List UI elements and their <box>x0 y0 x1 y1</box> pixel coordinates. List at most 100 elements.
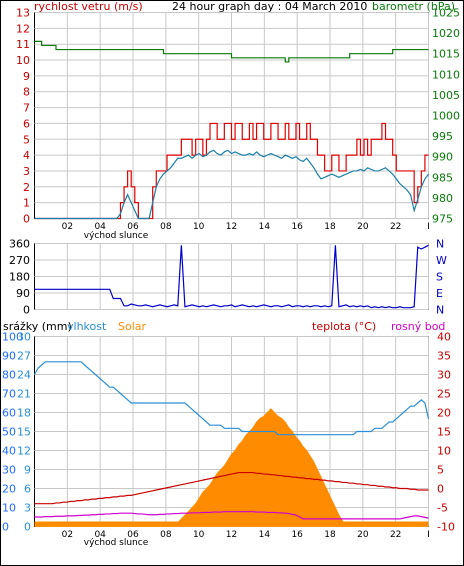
panel-wind-series <box>34 40 429 220</box>
solar-axis-label: Solar <box>118 320 147 333</box>
wind-speed-tick-label: 8 <box>23 86 30 99</box>
rain-tick-label: 70 <box>2 388 16 401</box>
wind-gust-line <box>34 122 429 220</box>
rain-tick-label: 50 <box>2 426 16 439</box>
sunrise-label-bottom: východ slunce <box>84 538 149 548</box>
temperature-tick-label: 40 <box>437 331 451 344</box>
compass-direction-label: E <box>436 287 443 300</box>
barometer-tick-label: 985 <box>432 171 453 184</box>
rain-tick-label: 0 <box>2 521 9 534</box>
barometer-tick-label: 980 <box>432 192 453 205</box>
humidity-tick-label: 3 <box>24 502 31 515</box>
barometer-ticks: 975 980 985 990 995 1000 1005 1010 1015 1020 1025 <box>432 7 460 226</box>
wind-average-line <box>34 149 429 220</box>
x-tick-label: 02 <box>62 222 73 232</box>
x-tick-label: 10 <box>193 530 205 540</box>
x-tick-label: 16 <box>291 222 303 232</box>
x-tick-label: 02 <box>62 530 73 540</box>
x-tick-label: 06 <box>127 222 139 232</box>
wind-speed-tick-label: 6 <box>23 117 30 130</box>
rain-tick-label: 80 <box>2 369 16 382</box>
humidity-axis-label: vlhkost <box>67 320 107 333</box>
x-tick-label: 22 <box>390 222 401 232</box>
direction-degree-label: 360 <box>9 238 30 251</box>
humidity-tick-label: 15 <box>17 426 31 439</box>
temperature-tick-label: 35 <box>437 350 451 363</box>
rain-tick-label: 20 <box>2 483 16 496</box>
compass-direction-label: N <box>436 304 444 317</box>
barometer-tick-label: 1005 <box>432 89 460 102</box>
rain-tick-label: 100 <box>2 331 23 344</box>
x-tick-label: 08 <box>160 530 172 540</box>
wind-speed-tick-label: 2 <box>23 181 30 194</box>
barometer-tick-label: 1000 <box>432 110 460 123</box>
x-tick-label: 22 <box>390 530 401 540</box>
x-tick-label: 18 <box>324 222 336 232</box>
wind-speed-tick-label: 10 <box>16 54 30 67</box>
barometer-tick-label: 990 <box>432 151 453 164</box>
barometer-tick-label: 975 <box>432 213 453 226</box>
temperature-tick-label: 15 <box>437 426 451 439</box>
x-tick-label: 20 <box>357 222 369 232</box>
x-tick-label: I <box>427 530 430 540</box>
wind-speed-tick-label: 1 <box>23 197 30 210</box>
x-tick-label: 06 <box>127 530 139 540</box>
humidity-tick-label: 30 <box>17 331 31 344</box>
wind-speed-tick-label: 4 <box>23 149 30 162</box>
rain-tick-label: 10 <box>2 502 16 515</box>
rain-tick-label: 60 <box>2 407 16 420</box>
barometer-tick-label: 1015 <box>432 48 460 61</box>
temperature-tick-label: -5 <box>437 502 448 515</box>
solar-baseline-band <box>34 521 429 527</box>
humidity-tick-label: 6 <box>24 483 31 496</box>
temperature-ticks: -10 -5 0 5 10 15 20 25 30 35 40 <box>437 331 455 534</box>
x-tick-label: I <box>427 222 430 232</box>
wind-speed-tick-label: 5 <box>23 133 30 146</box>
x-tick-label: 12 <box>226 530 237 540</box>
direction-degree-label: 270 <box>9 254 30 267</box>
direction-degree-label: 90 <box>16 287 30 300</box>
dew-point-line <box>34 511 429 520</box>
panel-wind-x-ticks: 02 04 06 08 10 12 14 16 18 20 22 I <box>62 222 430 232</box>
barometer-tick-label: 995 <box>432 130 453 143</box>
x-tick-label: 14 <box>259 222 271 232</box>
rain-tick-label: 30 <box>2 464 16 477</box>
humidity-tick-label: 21 <box>17 388 31 401</box>
sunrise-label-top: východ slunce <box>84 231 149 241</box>
humidity-tick-label: 0 <box>24 521 31 534</box>
panel-temp-x-ticks: 02 04 06 08 10 12 14 16 18 20 22 I <box>62 530 430 540</box>
humidity-tick-label: 18 <box>17 407 31 420</box>
x-tick-label: 14 <box>259 530 271 540</box>
wind-speed-tick-label: 9 <box>23 70 30 83</box>
barometer-tick-label: 1010 <box>432 68 460 81</box>
wind-direction-line <box>34 244 429 309</box>
humidity-tick-label: 9 <box>24 464 31 477</box>
rain-axis-label: srážky (mm) <box>3 320 72 333</box>
temperature-tick-label: -10 <box>437 521 455 534</box>
x-tick-label: 04 <box>94 530 106 540</box>
wind-speed-tick-label: 13 <box>16 7 30 20</box>
rain-tick-label: 40 <box>2 445 16 458</box>
temperature-tick-label: 25 <box>437 388 451 401</box>
humidity-tick-label: 12 <box>17 445 31 458</box>
panel-direction-series <box>34 244 429 309</box>
x-tick-label: 04 <box>94 222 106 232</box>
humidity-tick-label: 24 <box>17 369 31 382</box>
chart-title: 24 hour graph day : 04 March 2010 <box>172 0 367 13</box>
x-tick-label: 12 <box>226 222 237 232</box>
compass-direction-label: S <box>436 271 443 284</box>
wind-speed-tick-label: 7 <box>23 102 30 115</box>
direction-degree-ticks: 0 90 180 270 360 <box>9 238 30 317</box>
baro-axis-label: barometr (hPa) <box>372 0 455 13</box>
direction-degree-label: 180 <box>9 271 30 284</box>
wind-speed-tick-label: 12 <box>16 22 30 35</box>
temperature-line <box>34 471 429 505</box>
barometer-tick-label: 1020 <box>432 27 460 40</box>
dewpoint-axis-label: rosný bod <box>391 320 445 333</box>
panel-wind-grid <box>34 12 429 219</box>
x-tick-label: 16 <box>291 530 303 540</box>
